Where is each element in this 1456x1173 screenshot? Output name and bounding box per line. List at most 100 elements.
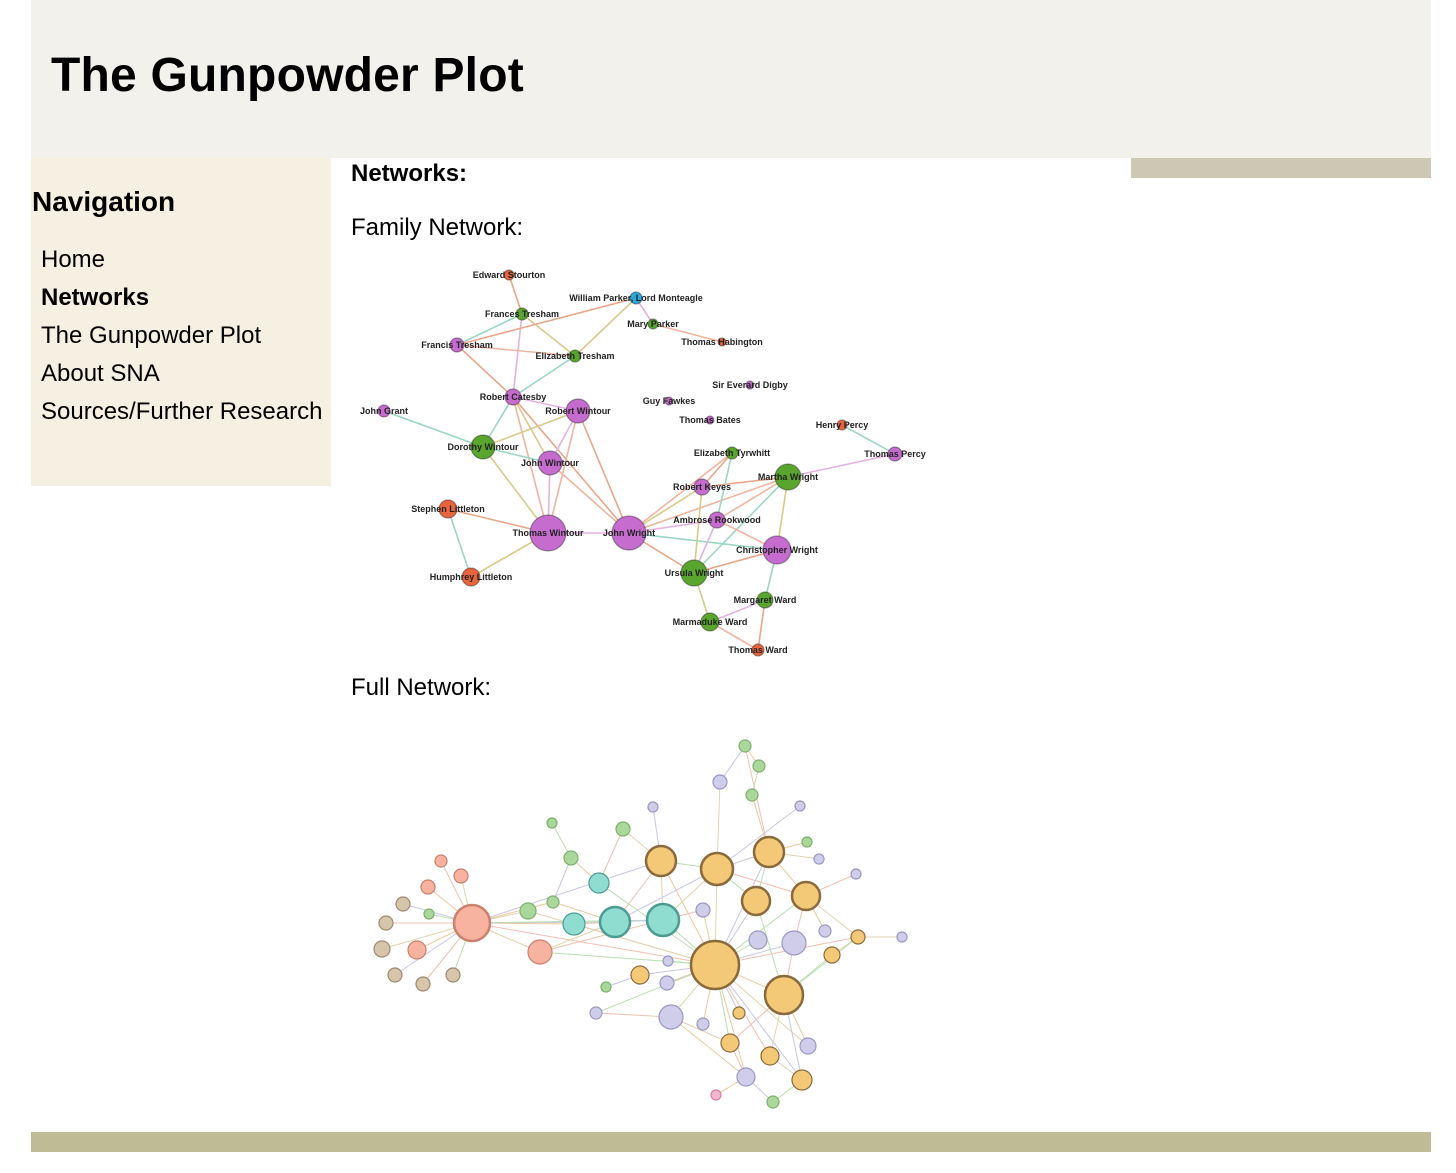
- full-network-edge: [527, 910, 716, 966]
- site-footer: [31, 1132, 1431, 1152]
- family-node-label: Francis Tresham: [421, 340, 493, 350]
- family-node-label: Mary Parker: [627, 319, 679, 329]
- family-edge: [508, 274, 523, 315]
- family-node-label: John Grant: [360, 406, 408, 416]
- family-node-label: John Wintour: [521, 458, 579, 468]
- full-network-node: [752, 835, 786, 869]
- full-network-node: [546, 895, 560, 909]
- family-node-label: Thomas Bates: [679, 415, 741, 425]
- family-node-william-parker: [629, 291, 643, 305]
- family-edge: [841, 424, 896, 455]
- family-node-thomas-bates: [705, 415, 715, 425]
- family-node-label: Robert Wintour: [545, 406, 611, 416]
- full-network-node: [736, 1067, 756, 1087]
- full-network-node: [598, 905, 632, 939]
- family-edge: [716, 476, 789, 521]
- full-network-title: Full Network:: [351, 674, 492, 701]
- family-node-label: Guy Fawkes: [643, 396, 696, 406]
- full-network-node: [790, 880, 822, 912]
- family-node-label: Elizabeth Tyrwhitt: [694, 448, 770, 458]
- full-network-node: [823, 946, 841, 964]
- full-network-node: [712, 774, 728, 790]
- full-network-node: [658, 1004, 684, 1030]
- family-edge: [577, 410, 630, 534]
- nav-link-gunpowder-plot[interactable]: The Gunpowder Plot: [41, 322, 262, 349]
- family-node-humphrey-littleton: [461, 567, 481, 587]
- family-node-john-wright: [611, 515, 647, 551]
- nav-link-about-sna[interactable]: About SNA: [41, 360, 160, 387]
- nav-link-networks[interactable]: Networks: [41, 284, 150, 311]
- family-node-label: Thomas Habington: [681, 337, 763, 347]
- family-node-christopher-wright: [762, 535, 792, 565]
- full-network-node: [589, 1006, 603, 1020]
- full-network-node: [373, 940, 391, 958]
- family-node-label: William Parker, Lord Monteagle: [569, 293, 702, 303]
- family-edge: [482, 410, 579, 448]
- family-node-label: Elizabeth Tresham: [535, 351, 614, 361]
- family-node-robert-catesby: [504, 388, 522, 406]
- full-network-node: [527, 939, 553, 965]
- full-network-node: [395, 896, 411, 912]
- family-node-label: Sir Everard Digby: [712, 380, 788, 390]
- nav-link-home[interactable]: Home: [41, 246, 106, 273]
- navigation-heading: Navigation: [32, 186, 176, 217]
- family-node-label: Thomas Ward: [728, 645, 787, 655]
- full-network-node: [453, 868, 469, 884]
- full-network-node: [766, 1095, 780, 1109]
- full-network-node: [420, 879, 436, 895]
- family-node-label: Humphrey Littleton: [430, 572, 513, 582]
- family-node-robert-keyes: [693, 478, 711, 496]
- family-node-label: Dorothy Wintour: [448, 442, 519, 452]
- family-node-label: Thomas Percy: [864, 449, 926, 459]
- full-network-node: [781, 930, 807, 956]
- family-edge: [716, 452, 733, 521]
- full-network-edge: [539, 919, 664, 953]
- full-network-node: [662, 955, 674, 967]
- full-network-node: [647, 801, 659, 813]
- family-node-label: Thomas Wintour: [513, 528, 584, 538]
- family-edge: [574, 297, 637, 357]
- full-network-node: [850, 929, 866, 945]
- family-node-ambrose-rookwood: [708, 511, 726, 529]
- full-network-node: [645, 902, 681, 938]
- family-node-henry-percy: [836, 419, 848, 431]
- full-network-node: [740, 885, 772, 917]
- family-edge: [512, 355, 576, 398]
- family-network-title: Family Network:: [351, 214, 524, 241]
- family-node-label: Robert Keyes: [673, 482, 731, 492]
- family-node-john-wintour: [537, 450, 563, 476]
- full-network-node: [720, 1033, 740, 1053]
- family-node-margaret-ward: [756, 591, 774, 609]
- family-network-graph: Edward Stourton William Parker, Lord Mont…: [360, 269, 926, 657]
- full-network-edge: [670, 1016, 747, 1078]
- full-network-node: [588, 872, 610, 894]
- full-network-node: [791, 1069, 813, 1091]
- family-edge: [456, 297, 637, 346]
- family-node-thomas-wintour: [529, 514, 567, 552]
- family-node-frances-tresham: [515, 307, 529, 321]
- full-network-node: [378, 915, 394, 931]
- full-network-edge: [614, 868, 718, 923]
- full-network-node: [689, 939, 741, 991]
- family-edge: [693, 476, 789, 574]
- family-node-label: Frances Tresham: [485, 309, 559, 319]
- family-node-label: Stephen Littleton: [411, 504, 485, 514]
- full-network-node: [452, 903, 492, 943]
- full-network-edge: [471, 860, 662, 924]
- family-node-stephen-littleton: [438, 499, 458, 519]
- family-edge: [547, 410, 579, 534]
- family-edge: [512, 396, 549, 534]
- navigation-sidebar: Navigation Home Networks The Gunpowder P…: [31, 158, 331, 486]
- full-network-node: [799, 1037, 817, 1055]
- family-edge: [512, 313, 523, 398]
- family-edge: [787, 453, 896, 478]
- full-network-node: [794, 800, 806, 812]
- family-node-label: Ursula Wright: [665, 568, 724, 578]
- family-node-martha-wright: [774, 463, 802, 491]
- full-network-node: [699, 851, 735, 887]
- full-network-node: [563, 850, 579, 866]
- site-title: The Gunpowder Plot: [51, 49, 524, 102]
- full-network-node: [760, 1046, 780, 1066]
- nav-link-sources[interactable]: Sources/Further Research: [41, 398, 323, 425]
- full-network-node: [813, 853, 825, 865]
